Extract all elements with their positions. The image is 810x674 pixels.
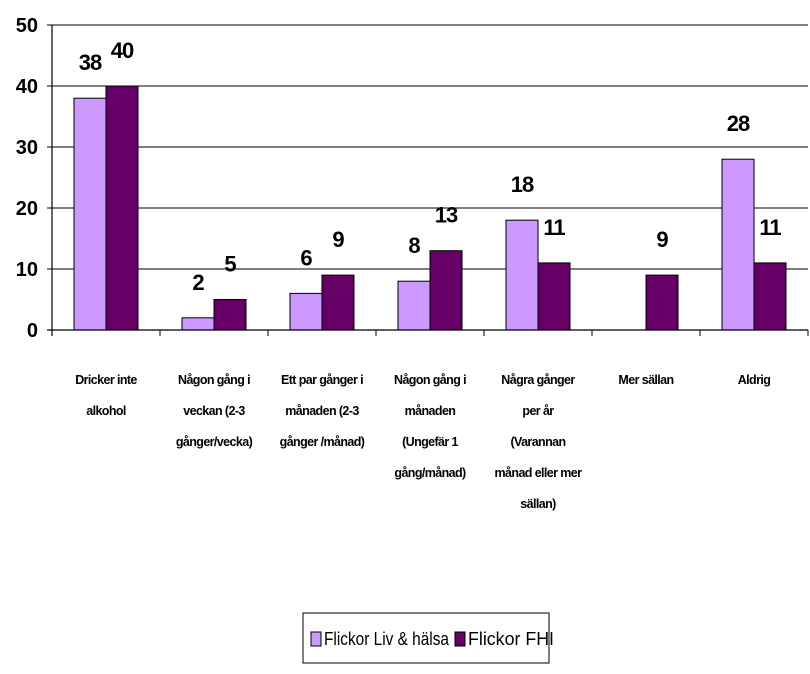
data-label: 38: [79, 50, 102, 75]
category-label: Någon gång i veckan (2-3 gånger/vecka): [176, 373, 253, 449]
bars: [73, 85, 787, 331]
legend-box: [302, 612, 550, 664]
category-label-line: månaden: [405, 404, 456, 418]
legend-swatch: [454, 631, 466, 647]
bar: [289, 292, 323, 331]
axes: [47, 24, 809, 336]
category-label-line: sällan): [520, 497, 556, 511]
legend-swatch: [310, 631, 322, 647]
data-label: 5: [224, 252, 236, 277]
data-label: 28: [727, 111, 750, 136]
bar: [397, 280, 431, 331]
category-label: Aldrig: [738, 373, 771, 387]
category-label-line: gång/månad): [394, 466, 466, 480]
data-label: 13: [435, 203, 458, 228]
category-labels: Dricker inte alkohol Någon gång i veckan (2…: [75, 373, 771, 511]
data-label: 18: [511, 172, 534, 197]
category-label: Någon gång i månaden (Ungefär 1 gång/månad): [394, 373, 466, 480]
data-label: 9: [332, 227, 344, 252]
category-label-line: månaden (2-3: [285, 404, 359, 418]
y-tick-label: 20: [16, 198, 38, 220]
y-tick-label: 30: [16, 137, 38, 159]
bar: [645, 274, 679, 331]
bar: [537, 262, 571, 331]
category-label-line: Aldrig: [738, 373, 771, 387]
legend-label: Flickor FHI: [468, 629, 554, 649]
y-tick-label: 0: [27, 320, 38, 342]
category-label-line: gånger/vecka): [176, 435, 253, 449]
bar: [213, 299, 247, 331]
category-label-line: månad eller mer: [495, 466, 583, 480]
bar: [321, 274, 355, 331]
data-label: 8: [408, 233, 420, 258]
bar: [753, 262, 787, 331]
y-tick-labels: 0 10 20 30 40 50: [16, 15, 38, 342]
category-label: Mer sällan: [618, 373, 673, 387]
data-label: 9: [656, 227, 668, 252]
legend-label: Flickor Liv & hälsa: [324, 629, 450, 649]
bar: [429, 250, 463, 331]
category-label: Några gånger per år (Varannan månad eller m…: [495, 373, 583, 511]
data-label: 11: [543, 215, 565, 240]
data-labels: 38 2 6 8 18 28 40 5 9 13 11 9 11: [79, 38, 783, 295]
category-label-line: veckan (2-3: [183, 404, 245, 418]
category-label-line: Någon gång i: [178, 373, 250, 387]
data-label: 11: [759, 215, 781, 240]
gridlines: [52, 24, 808, 270]
data-label: 2: [192, 270, 204, 295]
bar: [181, 317, 215, 331]
y-tick-label: 10: [16, 259, 38, 281]
category-label: Dricker inte alkohol: [75, 373, 137, 418]
bar: [105, 85, 139, 331]
category-label-line: Några gånger: [501, 373, 575, 387]
category-label-line: gånger /månad): [280, 435, 365, 449]
category-label-line: (Varannan: [510, 435, 565, 449]
category-label-line: per år: [522, 404, 554, 418]
data-label: 40: [111, 38, 134, 63]
category-label-line: alkohol: [86, 404, 126, 418]
bar: [505, 219, 539, 331]
y-tick-label: 40: [16, 76, 38, 98]
category-label-line: (Ungefär 1: [402, 435, 458, 449]
bar: [73, 97, 107, 331]
data-label: 6: [300, 245, 312, 270]
y-tick-label: 50: [16, 15, 38, 37]
category-label-line: Mer sällan: [618, 373, 673, 387]
category-label-line: Någon gång i: [394, 373, 466, 387]
category-label: Ett par gånger i månaden (2-3 gånger /måna…: [280, 373, 365, 449]
category-label-line: Ett par gånger i: [281, 373, 363, 387]
legend: Flickor Liv & hälsa Flickor FHI: [302, 612, 554, 664]
category-label-line: Dricker inte: [75, 373, 137, 387]
bar: [721, 158, 755, 331]
